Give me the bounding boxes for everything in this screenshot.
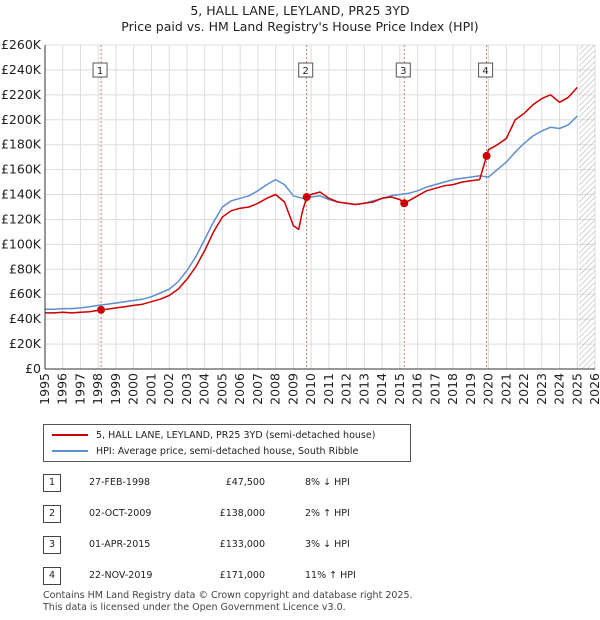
transaction-number-badge: 4 bbox=[43, 567, 61, 585]
x-tick-label: 2013 bbox=[356, 373, 371, 405]
x-tick-label: 2014 bbox=[374, 373, 389, 405]
x-tick-label: 1996 bbox=[55, 373, 70, 405]
x-tick-label: 2012 bbox=[339, 373, 354, 405]
transaction-price: £133,000 bbox=[219, 539, 265, 550]
x-tick-label: 2021 bbox=[498, 373, 513, 405]
footer-copyright: Contains HM Land Registry data © Crown c… bbox=[43, 590, 413, 601]
y-tick-label: £120K bbox=[1, 211, 42, 226]
legend-label-property: 5, HALL LANE, LEYLAND, PR25 3YD (semi-de… bbox=[96, 429, 376, 441]
y-tick-label: £160K bbox=[1, 162, 42, 177]
x-tick-label: 2000 bbox=[126, 373, 141, 405]
legend-swatch-hpi bbox=[52, 450, 88, 452]
x-tick-label: 2025 bbox=[569, 373, 584, 405]
x-tick-label: 2009 bbox=[285, 373, 300, 405]
legend-entry-property: 5, HALL LANE, LEYLAND, PR25 3YD (semi-de… bbox=[52, 427, 375, 443]
transaction-row: 4 22-NOV-2019 £171,000 11% ↑ HPI bbox=[43, 567, 403, 587]
transaction-number-badge: 3 bbox=[43, 536, 61, 554]
event-marker-label: 2 bbox=[303, 66, 309, 77]
x-tick-label: 1998 bbox=[90, 373, 105, 405]
x-tick-label: 2018 bbox=[445, 373, 460, 405]
x-tick-label: 2011 bbox=[321, 373, 336, 405]
transaction-price: £138,000 bbox=[219, 508, 265, 519]
event-marker-label: 4 bbox=[482, 66, 488, 77]
y-tick-label: £180K bbox=[1, 137, 42, 152]
legend-label-hpi: HPI: Average price, semi-detached house,… bbox=[96, 445, 359, 457]
legend-entry-hpi: HPI: Average price, semi-detached house,… bbox=[52, 443, 358, 459]
footer-licence: This data is licensed under the Open Gov… bbox=[43, 602, 346, 613]
x-tick-label: 2017 bbox=[427, 373, 442, 405]
event-marker-box bbox=[92, 62, 108, 78]
x-tick-label: 2020 bbox=[481, 373, 496, 405]
y-tick-label: £0 bbox=[25, 361, 41, 376]
chart-title-address: 5, HALL LANE, LEYLAND, PR25 3YD bbox=[190, 3, 410, 18]
sale-point bbox=[400, 199, 409, 208]
legend-swatch-property bbox=[52, 434, 88, 436]
transaction-hpi-change: 2% ↑ HPI bbox=[305, 508, 350, 519]
x-tick-label: 2015 bbox=[392, 373, 407, 405]
x-tick-label: 1995 bbox=[37, 373, 52, 405]
y-tick-label: £140K bbox=[1, 187, 42, 202]
price-chart: 1 2 3 4 £0 £20K £40K £60K £80K £100K £120K £140K £1… bbox=[1, 37, 600, 405]
transaction-price: £47,500 bbox=[225, 477, 265, 488]
future-hatch-region bbox=[579, 45, 595, 369]
x-tick-label: 2016 bbox=[410, 373, 425, 405]
chart-legend: 5, HALL LANE, LEYLAND, PR25 3YD (semi-de… bbox=[43, 424, 411, 462]
y-tick-label: £200K bbox=[1, 112, 42, 127]
transaction-date: 27-FEB-1998 bbox=[89, 477, 151, 488]
sale-point bbox=[482, 151, 491, 160]
transaction-date: 22-NOV-2019 bbox=[89, 570, 153, 581]
event-marker-label: 3 bbox=[400, 66, 406, 77]
x-tick-label: 2023 bbox=[534, 373, 549, 405]
x-tick-label: 1999 bbox=[108, 373, 123, 405]
x-tick-label: 1997 bbox=[72, 373, 87, 405]
event-marker-box bbox=[395, 62, 411, 78]
transaction-date: 01-APR-2015 bbox=[89, 539, 151, 550]
x-tick-label: 2019 bbox=[463, 373, 478, 405]
sale-point bbox=[302, 193, 311, 202]
transaction-price: £171,000 bbox=[219, 570, 265, 581]
x-tick-label: 2006 bbox=[232, 373, 247, 405]
x-tick-label: 2010 bbox=[303, 373, 318, 405]
transaction-date: 02-OCT-2009 bbox=[89, 508, 152, 519]
x-tick-label: 2026 bbox=[587, 373, 600, 405]
x-tick-label: 2003 bbox=[179, 373, 194, 405]
transaction-hpi-change: 8% ↓ HPI bbox=[305, 477, 350, 488]
y-tick-label: £40K bbox=[9, 311, 42, 326]
y-tick-label: £20K bbox=[9, 336, 42, 351]
x-tick-label: 2002 bbox=[161, 373, 176, 405]
x-tick-label: 2004 bbox=[197, 373, 212, 405]
y-tick-label: £240K bbox=[1, 62, 42, 77]
y-tick-label: £60K bbox=[9, 286, 42, 301]
transaction-number-badge: 2 bbox=[43, 505, 61, 523]
x-tick-label: 2005 bbox=[214, 373, 229, 405]
hpi-line bbox=[45, 115, 578, 310]
transaction-row: 3 01-APR-2015 £133,000 3% ↓ HPI bbox=[43, 536, 403, 556]
y-tick-label: £80K bbox=[9, 261, 42, 276]
transaction-row: 1 27-FEB-1998 £47,500 8% ↓ HPI bbox=[43, 474, 403, 494]
transaction-row: 2 02-OCT-2009 £138,000 2% ↑ HPI bbox=[43, 505, 403, 525]
event-marker-box bbox=[298, 62, 314, 78]
y-tick-label: £100K bbox=[1, 236, 42, 251]
transaction-number-badge: 1 bbox=[43, 474, 61, 492]
transaction-hpi-change: 3% ↓ HPI bbox=[305, 539, 350, 550]
event-marker-label: 1 bbox=[97, 66, 103, 77]
x-tick-label: 2001 bbox=[143, 373, 158, 405]
x-tick-label: 2007 bbox=[250, 373, 265, 405]
y-tick-label: £220K bbox=[1, 87, 42, 102]
x-tick-label: 2008 bbox=[268, 373, 283, 405]
chart-subtitle: Price paid vs. HM Land Registry's House … bbox=[121, 19, 479, 34]
event-marker-box bbox=[478, 62, 494, 78]
transaction-hpi-change: 11% ↑ HPI bbox=[305, 570, 356, 581]
x-tick-label: 2024 bbox=[552, 373, 567, 405]
y-tick-label: £260K bbox=[1, 37, 42, 52]
x-tick-label: 2022 bbox=[516, 373, 531, 405]
sale-point bbox=[97, 305, 106, 314]
